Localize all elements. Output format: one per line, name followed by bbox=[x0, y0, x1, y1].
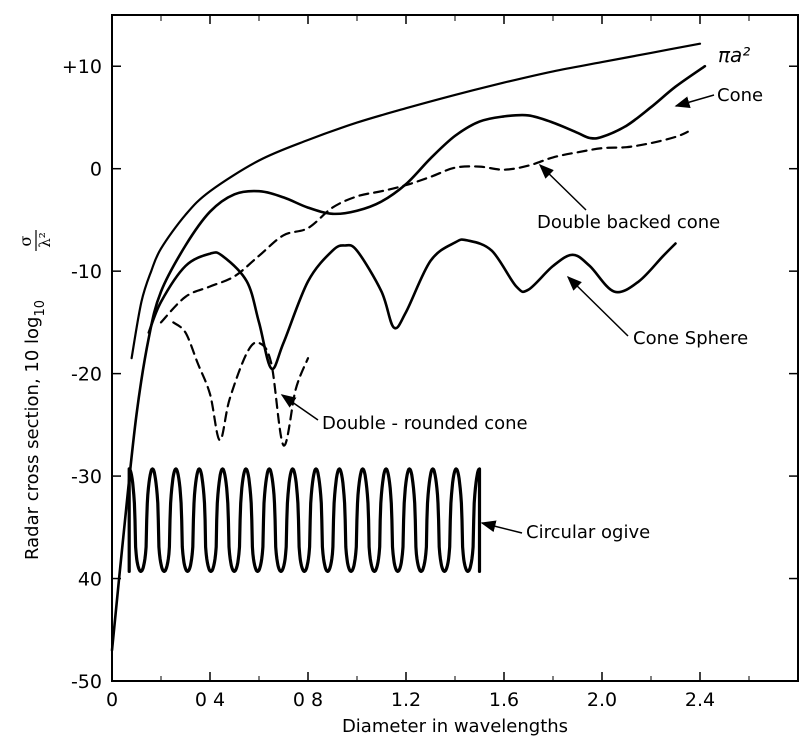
label-double-rounded-cone: Double - rounded cone bbox=[322, 413, 528, 434]
series-line-5 bbox=[127, 467, 482, 573]
series-layer bbox=[110, 42, 707, 652]
y-tick-label: 40 bbox=[78, 569, 102, 591]
y-tick-label: -50 bbox=[71, 671, 102, 693]
x-tick-label: 1.6 bbox=[489, 689, 519, 711]
y-axis-title-prefix: Radar cross section, 10 log bbox=[22, 317, 43, 560]
series-line-4 bbox=[172, 321, 310, 447]
label-double-backed-cone: Double backed cone bbox=[537, 212, 720, 233]
y-axis-ticks: +10 0 -10 -20 -30 40 -50 bbox=[62, 56, 798, 693]
label-circular-ogive: Circular ogive bbox=[526, 522, 650, 543]
x-tick-label: 0 bbox=[106, 689, 118, 711]
y-axis-title-subscript: 10 bbox=[33, 300, 48, 317]
annotations: πa² Cone Double backed cone Cone Sphere … bbox=[280, 43, 763, 543]
x-axis-ticks: 0 0 4 0 8 1.2 1.6 2.0 2.4 bbox=[106, 15, 750, 711]
x-tick-label: 2.0 bbox=[587, 689, 617, 711]
label-cone-sphere: Cone Sphere bbox=[633, 328, 748, 349]
y-tick-label: -30 bbox=[71, 466, 102, 488]
y-axis-title-frac-num: σ bbox=[16, 235, 35, 246]
arrow-double-backed-cone bbox=[538, 163, 587, 211]
y-tick-label: -20 bbox=[71, 364, 102, 386]
arrow-circular-ogive bbox=[480, 520, 523, 534]
svg-text:Radar cross section, 10 log10: Radar cross section, 10 log10 bbox=[22, 300, 48, 560]
x-tick-label: 0 4 bbox=[195, 689, 225, 711]
series-line-3 bbox=[147, 238, 677, 371]
label-cone: Cone bbox=[717, 85, 763, 106]
x-axis-title: Diameter in wavelengths bbox=[342, 716, 568, 737]
arrow-cone bbox=[674, 94, 715, 109]
y-tick-label: -10 bbox=[71, 261, 102, 283]
y-axis-title-frac-den: λ² bbox=[36, 232, 54, 248]
y-tick-label: +10 bbox=[62, 56, 102, 78]
y-axis-title: Radar cross section, 10 log10 σ λ² bbox=[16, 230, 54, 560]
series-line-0 bbox=[130, 42, 702, 360]
label-pi-a-squared: πa² bbox=[718, 43, 750, 67]
series-line-2 bbox=[159, 130, 689, 324]
arrow-cone-sphere bbox=[566, 275, 629, 337]
x-tick-label: 0 8 bbox=[293, 689, 323, 711]
series-line-1 bbox=[110, 64, 707, 652]
x-tick-label: 2.4 bbox=[685, 689, 715, 711]
y-tick-label: 0 bbox=[90, 159, 102, 181]
arrow-double-rounded-cone bbox=[280, 394, 319, 421]
x-tick-label: 1.2 bbox=[391, 689, 421, 711]
